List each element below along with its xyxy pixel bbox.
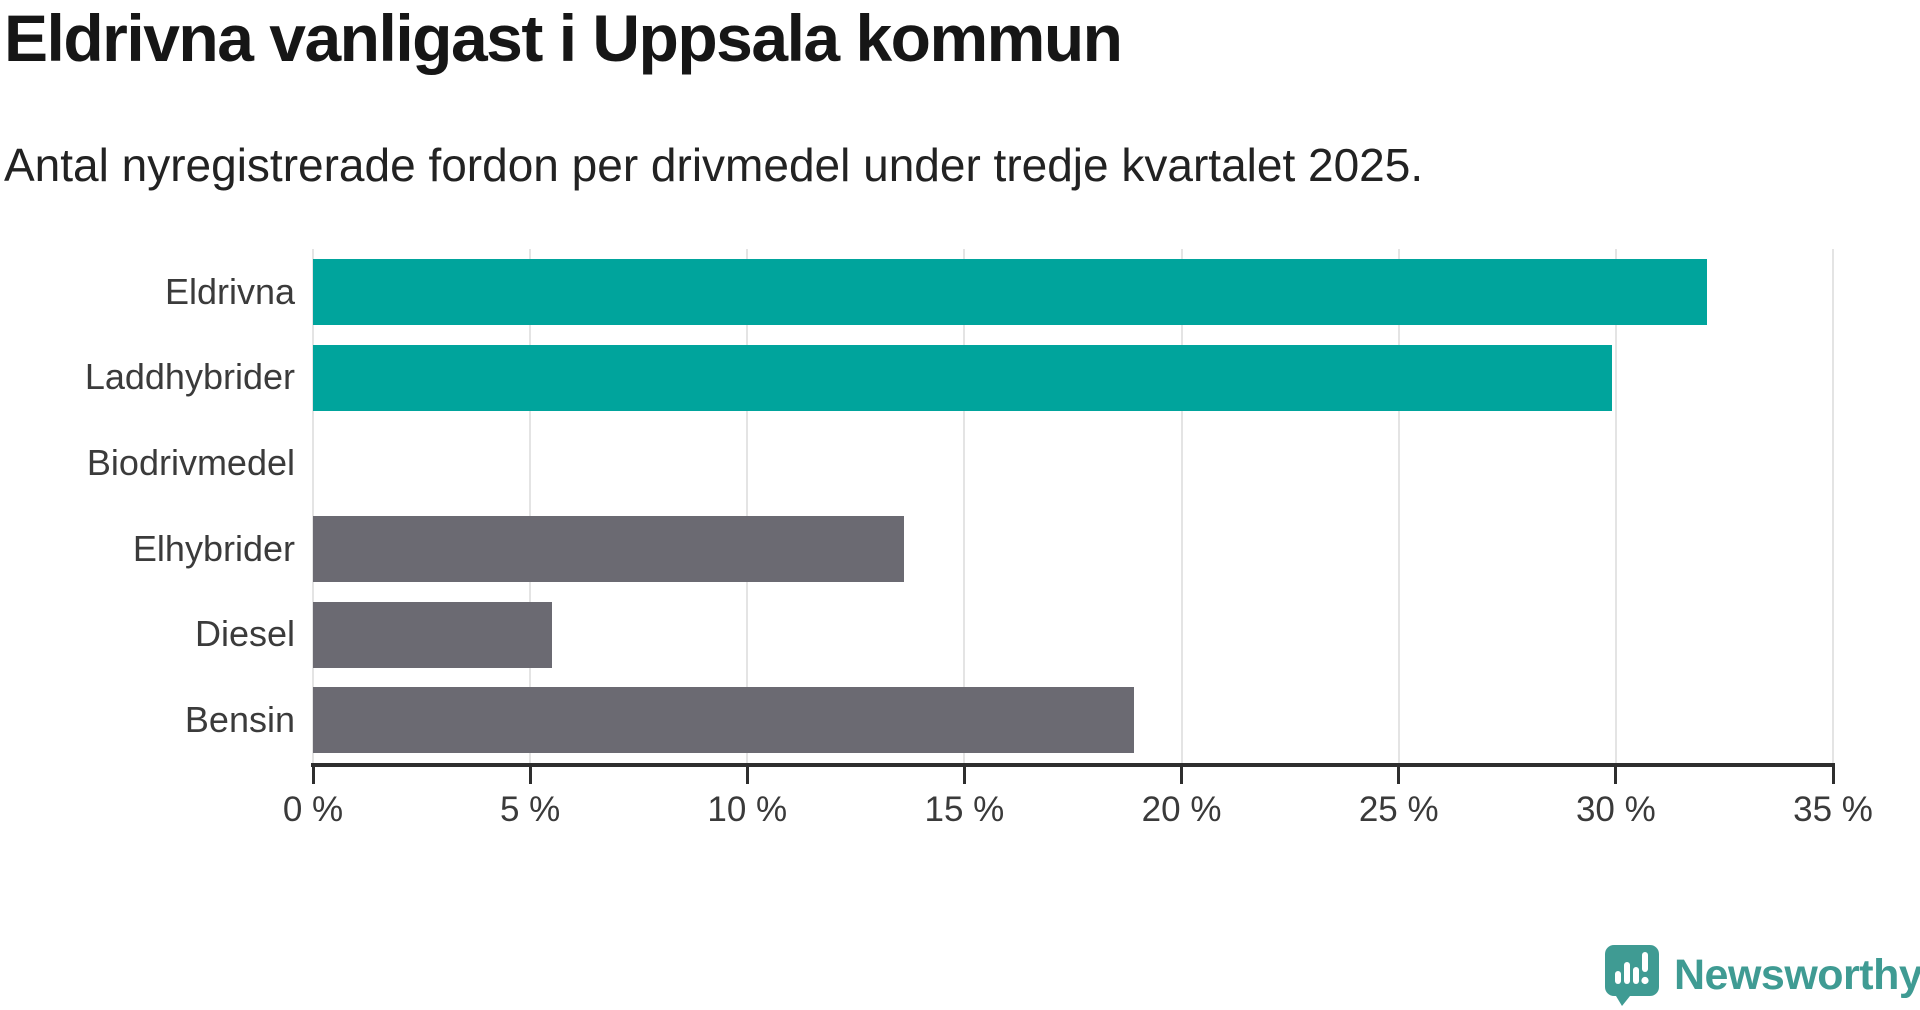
tick-label-20: 20 %	[1141, 790, 1222, 829]
bar-laddhybrider	[313, 344, 1612, 411]
tick-label-5: 5 %	[499, 790, 561, 829]
category-label-eldrivna: Eldrivna	[164, 270, 295, 312]
tick-label-0: 0 %	[282, 790, 344, 829]
gridline-10	[746, 249, 749, 763]
gridline-15	[963, 249, 966, 763]
gridline-0	[312, 249, 314, 763]
chart-subtitle: Antal nyregistrerade fordon per drivmede…	[4, 139, 1424, 191]
tick-mark-0	[311, 767, 315, 784]
tick-label-25: 25 %	[1358, 790, 1439, 829]
gridline-35	[1832, 249, 1834, 763]
category-label-laddhybrider: Laddhybrider	[84, 356, 295, 398]
tick-mark-15	[962, 767, 966, 784]
category-label-diesel: Diesel	[194, 613, 295, 655]
gridline-25	[1397, 249, 1400, 763]
tick-label-15: 15 %	[924, 790, 1005, 829]
tick-mark-10	[745, 767, 749, 784]
tick-mark-20	[1180, 767, 1184, 784]
tick-label-10: 10 %	[707, 790, 788, 829]
tick-mark-30	[1614, 767, 1618, 784]
category-label-elhybrider: Elhybrider	[132, 527, 295, 569]
bar-elhybrider	[313, 515, 904, 582]
gridline-20	[1180, 249, 1183, 763]
bar-diesel	[313, 601, 552, 668]
tick-mark-25	[1397, 767, 1401, 784]
tick-label-35: 35 %	[1793, 790, 1873, 829]
chart-title: Eldrivna vanligast i Uppsala kommun	[4, 1, 1123, 75]
tick-label-30: 30 %	[1575, 790, 1656, 829]
tick-mark-35	[1831, 767, 1835, 784]
gridline-30	[1614, 249, 1617, 763]
x-axis-line	[311, 763, 1835, 767]
category-label-biodrivmedel: Biodrivmedel	[86, 442, 295, 484]
newsworthy-bubble-chart-icon	[1605, 945, 1659, 1006]
newsworthy-logo-text: Newsworthy	[1674, 950, 1920, 999]
newsworthy-logo: Newsworthy	[1604, 944, 1920, 1006]
bar-eldrivna	[313, 258, 1708, 325]
category-label-bensin: Bensin	[184, 699, 295, 741]
gridline-5	[529, 249, 532, 763]
tick-mark-5	[528, 767, 532, 784]
bar-bensin	[313, 687, 1134, 754]
